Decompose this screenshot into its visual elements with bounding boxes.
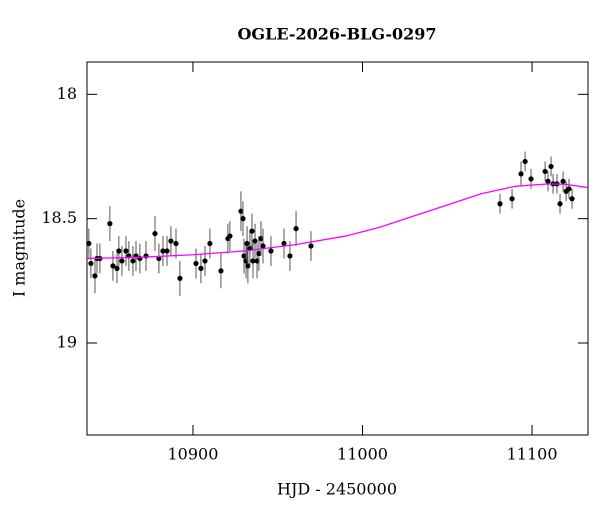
data-point (281, 240, 287, 247)
data-point (238, 208, 244, 214)
data-point (560, 178, 566, 184)
data-point (569, 196, 575, 202)
y-tick-label: 19 (57, 332, 77, 351)
data-point (119, 258, 125, 264)
x-tick-label: 10900 (168, 445, 219, 464)
data-point (522, 158, 528, 165)
data-point (114, 265, 120, 271)
data-point (160, 248, 166, 254)
data-point (308, 243, 314, 249)
data-point (268, 248, 274, 254)
data-point (92, 273, 98, 279)
data-point (528, 176, 534, 182)
data-point (244, 240, 250, 247)
data-point (130, 258, 136, 264)
plot-frame (86, 61, 589, 436)
data-point (193, 260, 199, 267)
x-axis-label: HJD - 2450000 (277, 480, 397, 499)
data-point (566, 186, 572, 192)
chart-title: OGLE-2026-BLG-0297 (237, 25, 436, 44)
data-point (152, 230, 158, 237)
data-point (252, 238, 258, 244)
data-point (177, 275, 183, 281)
data-point (260, 243, 266, 249)
data-point (88, 260, 94, 267)
data-point (545, 178, 551, 184)
data-point (227, 233, 233, 239)
data-point (497, 201, 503, 207)
data-point (173, 240, 179, 247)
data-point (293, 226, 299, 232)
model-curve (86, 183, 589, 260)
data-point (509, 196, 515, 202)
data-point (123, 248, 129, 254)
data-point (218, 268, 224, 274)
data-point (198, 265, 204, 271)
x-tick-label: 11100 (507, 445, 558, 464)
data-point (256, 250, 262, 257)
y-tick-label: 18 (57, 84, 77, 103)
data-point (258, 235, 264, 242)
data-point (207, 240, 213, 247)
x-tick-label: 11000 (337, 445, 388, 464)
data-point (250, 258, 256, 264)
data-point (245, 263, 251, 269)
data-point (202, 258, 208, 264)
data-point (240, 216, 246, 222)
data-point (168, 238, 174, 244)
data-point (110, 263, 116, 269)
y-tick-label: 18.5 (41, 208, 77, 227)
y-axis-label: I magnitude (10, 199, 29, 297)
data-point (548, 163, 554, 170)
data-point (241, 253, 247, 259)
data-point (86, 240, 92, 247)
data-point (557, 201, 563, 207)
data-point (249, 228, 255, 234)
data-point (287, 253, 293, 259)
data-point (518, 171, 524, 177)
data-point (164, 248, 170, 254)
data-point (156, 255, 162, 262)
data-point (254, 258, 260, 264)
data-point (116, 248, 122, 254)
data-point (143, 253, 149, 259)
data-point (107, 221, 113, 227)
data-point (542, 168, 548, 175)
